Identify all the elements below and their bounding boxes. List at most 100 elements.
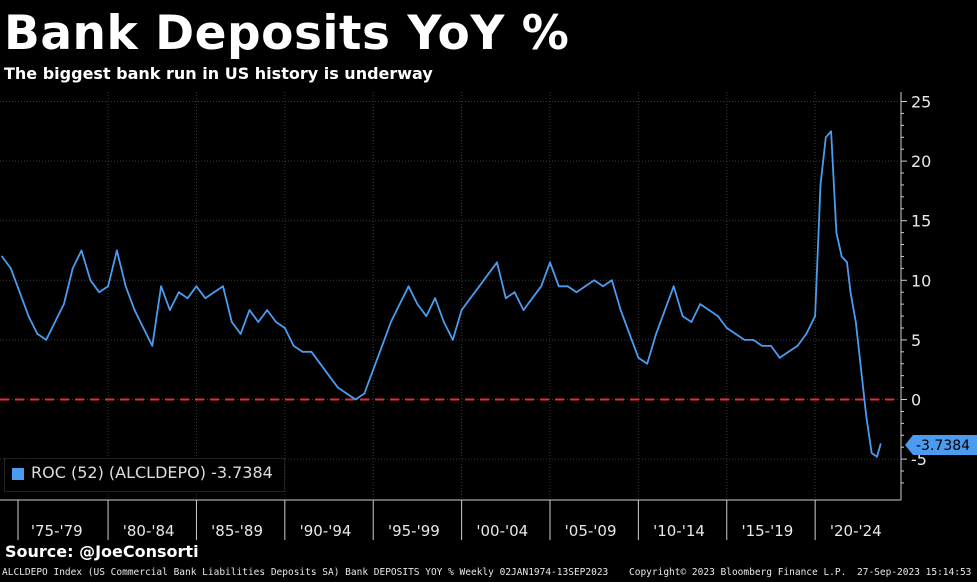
last-value-tag-text: -3.7384 bbox=[916, 438, 970, 454]
data-point bbox=[372, 368, 375, 371]
data-point bbox=[248, 309, 251, 311]
x-tick-label: '15-'19 bbox=[741, 522, 793, 540]
data-point bbox=[239, 333, 242, 335]
data-point bbox=[876, 455, 878, 458]
data-point bbox=[708, 309, 710, 311]
data-point bbox=[734, 333, 737, 335]
x-tick-label: '20-'24 bbox=[830, 522, 882, 540]
data-point bbox=[275, 321, 277, 323]
data-point bbox=[337, 386, 339, 389]
data-point bbox=[664, 309, 666, 311]
x-tick-label: '85-'89 bbox=[211, 522, 263, 540]
x-tick-label: '75-'79 bbox=[31, 522, 83, 540]
data-point bbox=[646, 362, 649, 365]
series-line-roc bbox=[1, 130, 882, 458]
data-point bbox=[557, 285, 560, 288]
data-point bbox=[169, 309, 171, 311]
legend-box: ROC (52) (ALCLDEPO) -3.7384 bbox=[4, 458, 285, 492]
x-tick-label: '05-'09 bbox=[565, 522, 617, 540]
chart-title: Bank Deposits YoY % bbox=[4, 6, 570, 61]
data-point bbox=[690, 321, 693, 323]
data-point bbox=[725, 327, 728, 329]
data-point bbox=[425, 315, 428, 317]
data-point bbox=[752, 339, 755, 341]
y-tick-label: 25 bbox=[911, 93, 931, 112]
data-point bbox=[478, 285, 481, 288]
gridlines bbox=[0, 92, 900, 500]
data-point bbox=[566, 285, 569, 288]
data-point bbox=[602, 285, 604, 288]
data-point bbox=[257, 321, 260, 323]
data-point bbox=[116, 249, 118, 252]
data-point bbox=[743, 339, 746, 341]
data-point bbox=[593, 279, 596, 282]
data-point bbox=[460, 309, 463, 311]
data-point bbox=[398, 303, 401, 305]
data-point bbox=[151, 345, 154, 347]
data-point bbox=[45, 339, 48, 341]
data-point bbox=[63, 303, 65, 305]
data-point bbox=[637, 356, 640, 359]
data-point bbox=[575, 291, 578, 294]
data-point bbox=[416, 303, 419, 305]
data-point bbox=[824, 136, 827, 139]
data-point bbox=[469, 297, 472, 300]
data-point bbox=[177, 291, 180, 294]
data-point bbox=[846, 261, 848, 264]
data-point bbox=[849, 291, 852, 294]
axes bbox=[0, 92, 907, 540]
data-point bbox=[796, 345, 799, 347]
data-point bbox=[124, 285, 127, 288]
data-point bbox=[531, 297, 534, 300]
source-credit: Source: @JoeConsorti bbox=[5, 542, 199, 561]
data-point bbox=[819, 184, 822, 186]
data-point bbox=[345, 392, 348, 395]
data-point bbox=[770, 345, 772, 347]
data-point bbox=[54, 321, 56, 323]
y-tick-label: 10 bbox=[911, 271, 931, 290]
data-point bbox=[186, 297, 189, 300]
data-point bbox=[160, 285, 163, 288]
data-point bbox=[89, 279, 92, 282]
data-point bbox=[36, 333, 39, 335]
data-point bbox=[672, 285, 675, 288]
data-point bbox=[71, 267, 74, 270]
data-point bbox=[328, 374, 330, 377]
x-tick-label: '95-'99 bbox=[388, 522, 440, 540]
data-point bbox=[655, 333, 657, 335]
data-point bbox=[540, 285, 543, 288]
x-tick-label: '80-'84 bbox=[123, 522, 175, 540]
data-point bbox=[354, 398, 357, 401]
data-point bbox=[283, 327, 286, 329]
y-tick-label: 0 bbox=[911, 391, 921, 410]
data-point bbox=[879, 443, 882, 445]
y-tick-label: 15 bbox=[911, 212, 931, 231]
data-point bbox=[390, 321, 392, 323]
data-point bbox=[195, 285, 198, 288]
data-point bbox=[761, 345, 763, 347]
data-point bbox=[230, 321, 233, 323]
chart-subtitle: The biggest bank run in US history is un… bbox=[4, 64, 433, 83]
data-point bbox=[513, 291, 516, 294]
data-point bbox=[549, 261, 551, 264]
data-point bbox=[142, 327, 145, 329]
data-point bbox=[222, 285, 224, 288]
data-point bbox=[107, 285, 109, 288]
footer-copyright: Copyright© 2023 Bloomberg Finance L.P. bbox=[629, 567, 847, 578]
data-point bbox=[443, 321, 445, 323]
footer-description: ALCLDEPO Index (US Commercial Bank Liabi… bbox=[2, 567, 609, 578]
data-point bbox=[1, 255, 3, 258]
x-tick-label: '10-'14 bbox=[653, 522, 705, 540]
data-point bbox=[681, 315, 684, 317]
data-point bbox=[213, 291, 216, 294]
data-point bbox=[80, 249, 83, 252]
data-point bbox=[204, 297, 207, 300]
last-value-tag: -3.7384 bbox=[905, 435, 977, 455]
data-point bbox=[860, 368, 862, 371]
data-point bbox=[865, 416, 868, 419]
data-point bbox=[619, 309, 622, 311]
last-value-tag-shape bbox=[905, 435, 977, 455]
data-point bbox=[504, 297, 507, 300]
